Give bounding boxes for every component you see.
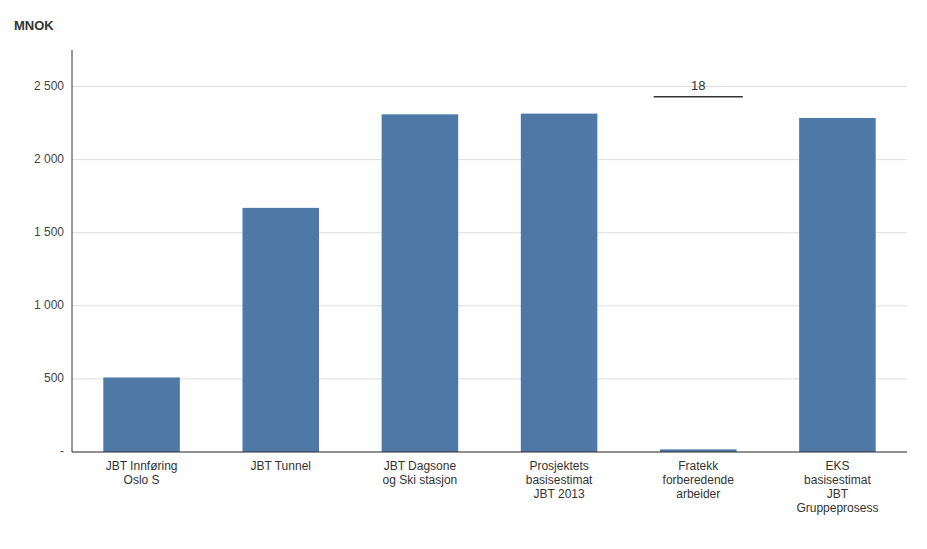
chart-svg: - 500 1 000 1 500 2 000 2 500 JBT InnføringOsl… bbox=[0, 0, 927, 549]
y-tick-label: 500 bbox=[44, 371, 64, 385]
x-tick-label: Fratekkforberedendearbeider bbox=[663, 459, 735, 501]
x-tick-label-line: Oslo S bbox=[124, 473, 160, 487]
x-tick-label-line: Gruppeprosess bbox=[796, 501, 878, 515]
x-tick-label-line: JBT Innføring bbox=[106, 459, 178, 473]
x-tick-label-line: JBT bbox=[827, 487, 849, 501]
annotations: 18 bbox=[654, 78, 743, 97]
bars bbox=[103, 114, 875, 452]
bar bbox=[382, 114, 459, 452]
y-tick-label: 2 500 bbox=[34, 79, 64, 93]
x-tick-label-line: JBT Dagsone bbox=[384, 459, 457, 473]
y-tick-label: 2 000 bbox=[34, 152, 64, 166]
x-tick-label: JBT Tunnel bbox=[251, 459, 311, 473]
x-tick-label-line: og Ski stasjon bbox=[383, 473, 458, 487]
x-tick-label: ProsjektetsbasisestimatJBT 2013 bbox=[526, 459, 593, 501]
x-tick-label-line: Prosjektets bbox=[529, 459, 588, 473]
y-axis-line bbox=[72, 50, 73, 452]
grid bbox=[72, 87, 907, 452]
grid-line bbox=[72, 86, 907, 87]
y-ticks: - 500 1 000 1 500 2 000 2 500 bbox=[34, 79, 64, 458]
x-tick-label: EKSbasisestimatJBTGruppeprosess bbox=[796, 459, 878, 515]
grid-line bbox=[72, 305, 907, 306]
bar bbox=[521, 114, 598, 452]
x-axis-line bbox=[72, 452, 907, 453]
x-tick-label: JBT Dagsoneog Ski stasjon bbox=[383, 459, 458, 487]
x-tick-label-line: EKS bbox=[825, 459, 849, 473]
chart-container: - 500 1 000 1 500 2 000 2 500 JBT InnføringOsl… bbox=[0, 0, 927, 549]
y-axis-label: MNOK bbox=[14, 18, 54, 33]
grid-line bbox=[72, 232, 907, 233]
grid-line bbox=[72, 452, 907, 453]
bar bbox=[242, 208, 319, 452]
grid-line bbox=[72, 159, 907, 160]
x-tick-label-line: arbeider bbox=[676, 487, 720, 501]
y-tick-label: 1 500 bbox=[34, 225, 64, 239]
x-tick-label-line: JBT 2013 bbox=[534, 487, 585, 501]
x-tick-labels: JBT InnføringOslo S JBT Tunnel JBT Dagsone… bbox=[106, 459, 879, 515]
x-tick-label-line: Fratekk bbox=[678, 459, 719, 473]
x-tick-label-line: basisestimat bbox=[526, 473, 593, 487]
annotation-line bbox=[654, 96, 743, 98]
grid-line bbox=[72, 378, 907, 379]
y-tick-label: 1 000 bbox=[34, 298, 64, 312]
annotation-text: 18 bbox=[691, 78, 705, 93]
x-tick-label-line: JBT Tunnel bbox=[251, 459, 311, 473]
bar bbox=[799, 118, 876, 452]
x-tick-label-line: basisestimat bbox=[804, 473, 871, 487]
y-tick-label: - bbox=[60, 444, 64, 458]
x-tick-label: JBT InnføringOslo S bbox=[106, 459, 178, 487]
bar bbox=[103, 377, 180, 452]
x-tick-label-line: forberedende bbox=[663, 473, 735, 487]
